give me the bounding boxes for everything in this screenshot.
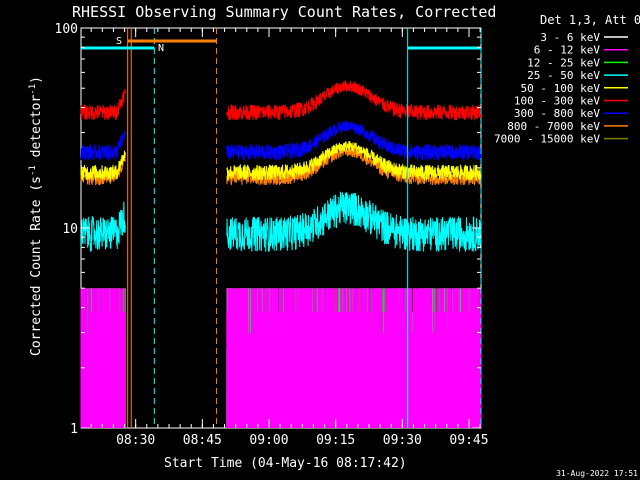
legend-label: 300 - 800 keV (514, 107, 600, 120)
legend-label: 6 - 12 keV (534, 44, 601, 57)
series-50-100-kev (80, 141, 482, 182)
series-trace (226, 191, 482, 252)
footer-timestamp: 31-Aug-2022 17:51 (556, 469, 638, 478)
y-tick-label: 1 (70, 422, 78, 437)
legend-label: 100 - 300 keV (514, 95, 600, 108)
legend-title: Det 1,3, Att 0 (540, 13, 640, 27)
chart-title: RHESSI Observing Summary Count Rates, Co… (72, 3, 496, 21)
legend-label: 7000 - 15000 keV (494, 133, 600, 146)
series-trace (80, 288, 126, 429)
x-axis-label: Start Time (04-May-16 08:17:42) (164, 456, 407, 471)
legend-label: 3 - 6 keV (540, 31, 600, 44)
x-axis: 08:30 08:45 09:00 09:15 09:30 09:45 (90, 28, 489, 448)
annotation-label: S (116, 36, 122, 47)
series-trace (80, 130, 126, 161)
series-25-50-kev (80, 191, 482, 252)
x-tick-label: 08:45 (183, 433, 222, 448)
annotation-layer: SN (81, 36, 481, 54)
series-layer (80, 80, 482, 429)
legend-label: 50 - 100 keV (521, 82, 601, 95)
legend-label: 12 - 25 keV (527, 56, 600, 69)
series-trace (226, 80, 482, 121)
y-tick-label: 100 (55, 22, 78, 37)
series-6-12-kev (80, 288, 482, 429)
y-tick-label: 10 (62, 222, 78, 237)
series-trace (226, 288, 482, 429)
annotation-label: N (158, 43, 164, 54)
x-tick-label: 08:30 (116, 433, 155, 448)
series-trace (226, 141, 482, 182)
x-tick-label: 09:00 (249, 433, 288, 448)
x-tick-label: 09:45 (449, 433, 488, 448)
series-trace (80, 201, 126, 252)
legend-label: 25 - 50 keV (527, 69, 600, 82)
series-trace (80, 88, 126, 121)
legend-label: 800 - 7000 keV (507, 120, 600, 133)
x-tick-label: 09:15 (316, 433, 355, 448)
series-300-800-kev (80, 121, 482, 161)
x-tick-label: 09:30 (383, 433, 422, 448)
series-trace (80, 150, 126, 181)
series-trace (226, 121, 482, 161)
y-axis: 1 10 100 (55, 22, 481, 437)
series-100-300-kev (80, 80, 482, 121)
y-axis-label: Corrected Count Rate (s-1 detector-1) (28, 76, 44, 356)
